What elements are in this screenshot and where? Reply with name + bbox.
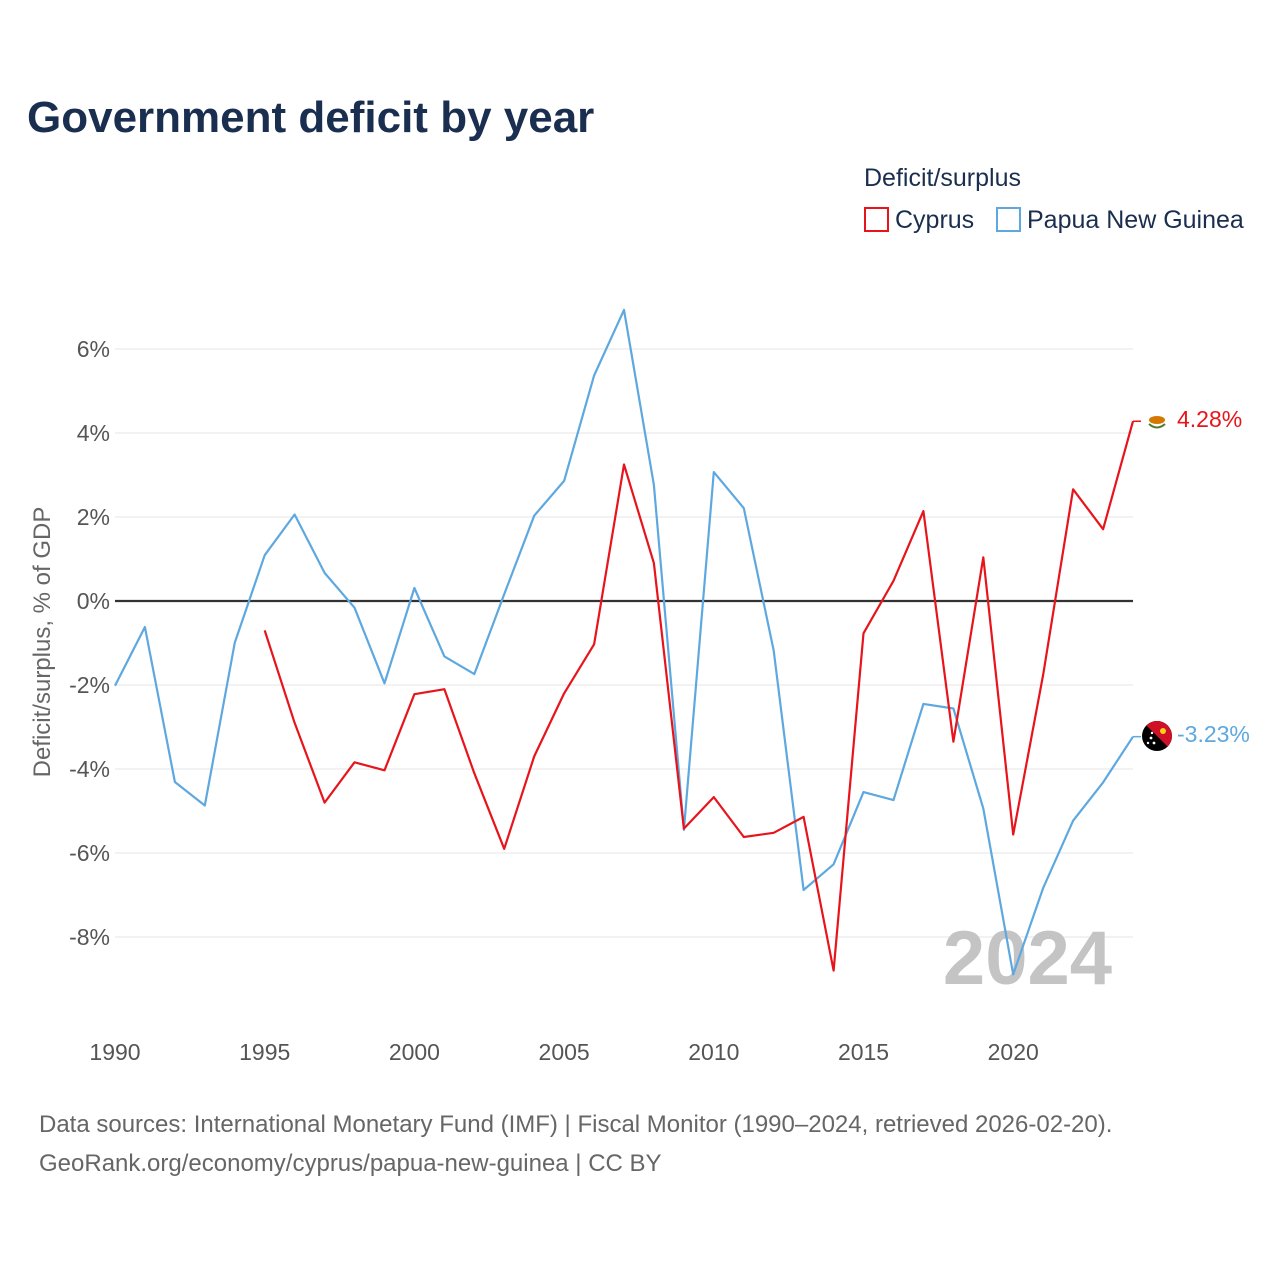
legend-item-cyprus[interactable]: Cyprus: [864, 206, 974, 234]
y-tick-label: -2%: [69, 672, 110, 698]
series-lines: [114, 308, 1141, 976]
x-tick-label: 2010: [688, 1039, 739, 1065]
y-tick-label: 0%: [77, 588, 110, 614]
y-tick-label: -4%: [69, 756, 110, 782]
end-label-cyprus: 4.28%: [1177, 406, 1242, 432]
series-line-papua-new-guinea: [114, 308, 1134, 976]
y-tick-label: 2%: [77, 504, 110, 530]
x-axis-ticks: 1990 1995 2000 2005 2010 2015 2020: [89, 1039, 1038, 1065]
y-tick-label: -8%: [69, 924, 110, 950]
x-tick-label: 2000: [389, 1039, 440, 1065]
x-tick-label: 2020: [988, 1039, 1039, 1065]
y-axis-ticks: 6% 4% 2% 0% -2% -4% -6% -8%: [69, 336, 110, 950]
x-tick-label: 1990: [89, 1039, 140, 1065]
year-watermark: 2024: [943, 916, 1112, 1001]
y-tick-label: 6%: [77, 336, 110, 362]
legend: Deficit/surplus Cyprus Papua New Guinea: [864, 164, 1244, 234]
y-axis-label: Deficit/surplus, % of GDP: [29, 507, 56, 778]
y-tick-label: -6%: [69, 840, 110, 866]
chart-title: Government deficit by year: [27, 93, 594, 142]
legend-item-papua-new-guinea[interactable]: Papua New Guinea: [996, 206, 1244, 234]
x-tick-label: 2005: [539, 1039, 590, 1065]
x-tick-label: 1995: [239, 1039, 290, 1065]
source-line-2: GeoRank.org/economy/cyprus/papua-new-gui…: [39, 1150, 662, 1177]
gridlines: [115, 348, 1133, 938]
x-tick-label: 2015: [838, 1039, 889, 1065]
legend-swatch-papua-new-guinea: [996, 207, 1021, 232]
flag-icon-cyprus: [1148, 416, 1166, 429]
legend-swatch-cyprus: [864, 207, 889, 232]
y-tick-label: 4%: [77, 420, 110, 446]
legend-label-cyprus: Cyprus: [895, 206, 974, 234]
flag-icon-papua-new-guinea: [1142, 721, 1172, 751]
source-line-1: Data sources: International Monetary Fun…: [39, 1111, 1112, 1138]
end-label-papua-new-guinea: -3.23%: [1177, 721, 1250, 747]
legend-label-papua-new-guinea: Papua New Guinea: [1027, 206, 1244, 234]
series-line-cyprus: [263, 420, 1135, 972]
legend-title: Deficit/surplus: [864, 164, 1021, 192]
